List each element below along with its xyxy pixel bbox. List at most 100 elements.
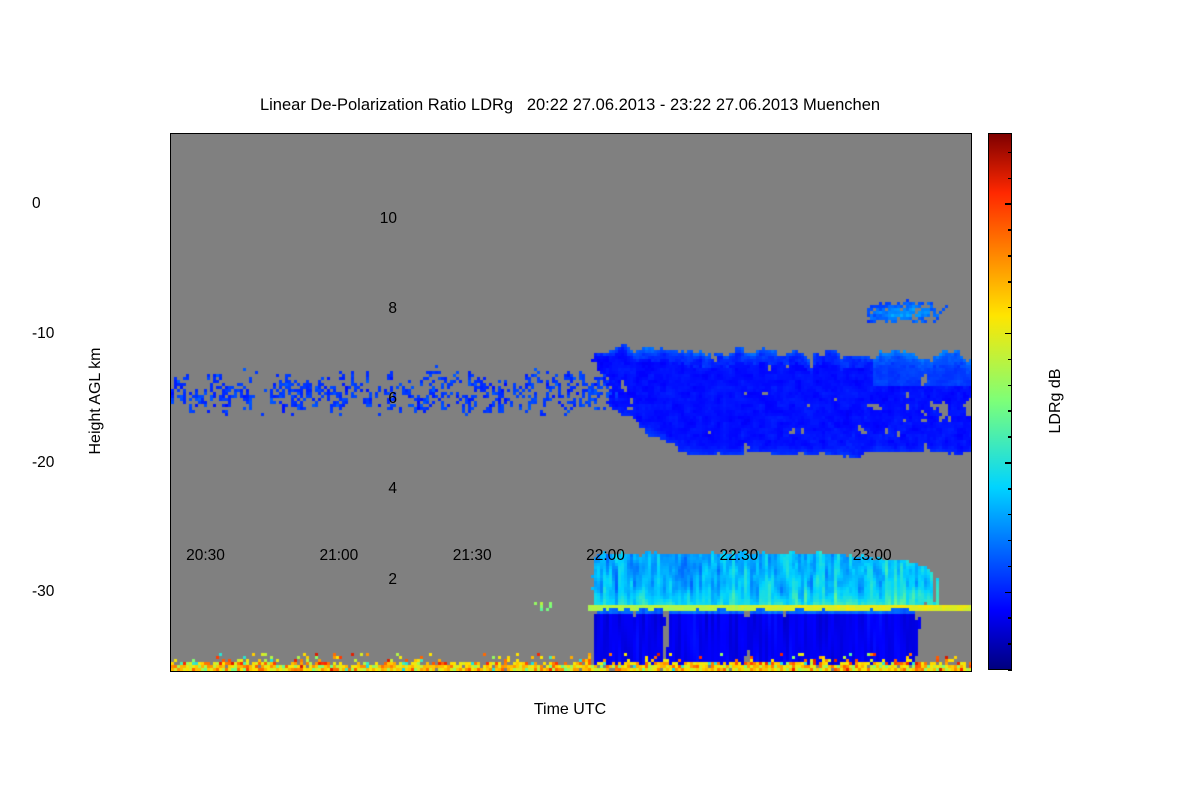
y-tick-label: 8 <box>388 299 397 317</box>
colorbar-tick <box>1008 281 1012 283</box>
x-tick <box>846 133 848 134</box>
y-tick <box>971 580 972 582</box>
y-tick <box>971 332 972 334</box>
x-tick <box>579 671 581 672</box>
y-tick <box>971 174 972 176</box>
x-tick <box>472 671 474 672</box>
x-tick <box>632 133 634 134</box>
x-tick <box>579 133 581 134</box>
y-axis-title: Height AGL km <box>87 347 104 455</box>
y-tick <box>971 242 972 244</box>
x-tick <box>392 133 394 134</box>
x-axis-title: Time UTC <box>533 701 607 718</box>
heatmap-data-layer <box>171 134 971 671</box>
colorbar-tick <box>1008 358 1012 361</box>
y-tick <box>170 535 171 537</box>
colorbar-tick-label: -30 <box>32 583 55 601</box>
colorbar-tick-label: -10 <box>32 324 55 342</box>
colorbar-tick <box>1008 565 1012 568</box>
y-tick <box>971 377 972 379</box>
y-tick <box>170 625 171 627</box>
y-tick <box>170 467 171 469</box>
colorbar-tick <box>1005 203 1012 205</box>
y-tick <box>971 196 972 198</box>
x-tick <box>712 133 714 134</box>
x-tick <box>739 671 741 672</box>
colorbar[interactable] <box>988 133 1012 671</box>
x-tick <box>659 671 661 672</box>
colorbar-gradient <box>988 133 1012 670</box>
y-tick <box>971 287 972 289</box>
x-tick <box>179 133 181 134</box>
y-tick <box>170 603 171 605</box>
x-tick <box>792 133 794 134</box>
y-tick-label: 2 <box>388 570 397 588</box>
y-tick <box>170 354 171 356</box>
x-tick <box>552 133 554 134</box>
x-tick-label: 20:30 <box>186 547 225 564</box>
y-tick <box>170 422 171 424</box>
colorbar-tick <box>1008 669 1012 671</box>
x-tick <box>926 671 928 672</box>
y-tick <box>971 603 972 605</box>
colorbar-tick <box>1008 255 1012 257</box>
y-tick <box>971 625 972 627</box>
y-tick <box>971 309 972 311</box>
x-tick <box>846 671 848 672</box>
x-tick <box>259 671 261 672</box>
x-tick <box>766 671 768 672</box>
x-tick <box>632 671 634 672</box>
x-tick <box>392 671 394 672</box>
colorbar-tick <box>1008 436 1012 438</box>
x-tick <box>446 133 448 134</box>
colorbar-tick <box>1008 488 1012 490</box>
y-tick <box>170 512 171 514</box>
y-tick <box>170 557 171 559</box>
y-tick <box>971 490 972 492</box>
x-tick <box>339 133 341 134</box>
x-tick <box>712 671 714 672</box>
colorbar-tick <box>1005 591 1012 594</box>
x-tick <box>926 133 928 134</box>
x-tick-label: 21:30 <box>452 547 492 564</box>
y-tick <box>170 151 171 153</box>
y-tick <box>170 196 171 198</box>
x-tick <box>419 133 421 134</box>
y-tick <box>971 467 972 469</box>
colorbar-tick <box>1008 513 1012 516</box>
y-tick <box>971 264 972 266</box>
y-tick-label: 10 <box>379 209 397 227</box>
y-tick <box>971 151 972 153</box>
x-tick <box>499 133 501 134</box>
x-tick <box>472 133 474 134</box>
x-tick-label: 22:00 <box>586 547 625 564</box>
colorbar-tick <box>1005 332 1012 335</box>
colorbar-tick-label: 0 <box>32 195 41 213</box>
y-tick <box>971 535 972 537</box>
colorbar-tick <box>1008 306 1012 309</box>
x-tick-label: 22:30 <box>719 547 759 564</box>
x-tick <box>312 133 314 134</box>
x-tick <box>552 671 554 672</box>
x-tick <box>899 671 901 672</box>
radar-heatmap-plot[interactable] <box>170 133 972 672</box>
x-tick <box>259 133 261 134</box>
colorbar-tick <box>1005 462 1012 464</box>
colorbar-tick <box>1008 539 1012 542</box>
y-tick-label: 4 <box>388 480 397 498</box>
colorbar-tick <box>1008 643 1012 645</box>
y-tick <box>170 648 171 650</box>
colorbar-tick <box>1008 410 1012 412</box>
y-tick <box>971 648 972 650</box>
x-tick <box>312 671 314 672</box>
colorbar-tick-label: -20 <box>32 453 55 471</box>
y-tick-label: 6 <box>388 390 397 408</box>
x-tick <box>232 133 234 134</box>
y-tick <box>170 242 171 244</box>
colorbar-tick <box>1008 177 1012 180</box>
x-tick <box>819 133 821 134</box>
x-tick-label: 23:00 <box>852 547 892 564</box>
x-tick <box>739 133 741 134</box>
y-tick <box>971 422 972 424</box>
